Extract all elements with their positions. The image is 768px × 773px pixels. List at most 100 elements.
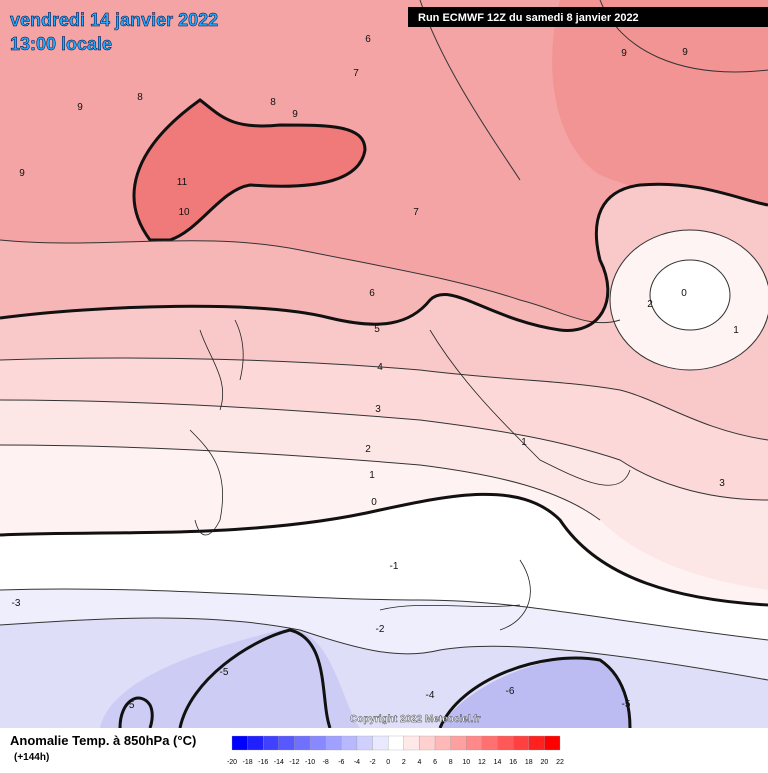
colorbar-swatch bbox=[419, 735, 436, 751]
colorbar-swatch bbox=[466, 735, 483, 751]
colorbar-swatch bbox=[388, 735, 404, 751]
band-m4-west bbox=[100, 629, 360, 728]
warm-area bbox=[0, 0, 768, 210]
copyright: Copyright 2022 Meteociel.fr bbox=[350, 714, 481, 725]
colorbar: -20 -18 -16 -14 -12 -10 -8 -6 -4 -2 0 2 4 6 8 10 12 14 16 1… bbox=[227, 735, 564, 766]
colorbar-tick-label: -8 bbox=[323, 759, 329, 766]
contour-label: -1 bbox=[390, 561, 399, 572]
legend-title: Anomalie Temp. à 850hPa (°C) bbox=[10, 733, 196, 748]
contour-label: 5 bbox=[374, 324, 380, 335]
contour-line bbox=[0, 399, 768, 501]
contour-line bbox=[0, 182, 768, 332]
colorbar-tick-label: -12 bbox=[289, 759, 299, 766]
colorbar-swatch bbox=[247, 735, 264, 751]
contour-label: 6 bbox=[365, 34, 371, 45]
colorbar-tick-label: 14 bbox=[494, 759, 502, 766]
contour-label: 1 bbox=[733, 325, 739, 336]
colorbar-swatch bbox=[403, 735, 420, 751]
contour-label: 7 bbox=[353, 68, 359, 79]
warm-core bbox=[132, 98, 367, 242]
colorbar-tick-label: 20 bbox=[540, 759, 548, 766]
coastline bbox=[189, 319, 631, 631]
colorbar-tick-label: 4 bbox=[417, 759, 421, 766]
contour-label: 8 bbox=[270, 97, 276, 108]
contour-label: 2 bbox=[647, 299, 653, 310]
colorbar-tick-label: 2 bbox=[402, 759, 406, 766]
contour-line bbox=[438, 656, 632, 729]
run-banner bbox=[408, 7, 768, 27]
colorbar-swatch bbox=[341, 735, 358, 751]
contour-label: -5 bbox=[220, 667, 229, 678]
colorbar-tick-label: -4 bbox=[354, 759, 360, 766]
colorbar-swatch bbox=[450, 735, 467, 751]
colorbar-swatch bbox=[372, 735, 389, 751]
contour-label: -5 bbox=[126, 700, 135, 711]
lead-time: (+144h) bbox=[14, 752, 49, 763]
contour-label: 4 bbox=[377, 362, 383, 373]
contour-label: 0 bbox=[681, 288, 687, 299]
colorbar-swatch bbox=[512, 735, 529, 751]
colorbar-tick-label: -20 bbox=[227, 759, 237, 766]
colorbar-swatch bbox=[309, 735, 326, 751]
contour-label: -5 bbox=[622, 699, 631, 710]
colorbar-tick-label: 0 bbox=[386, 759, 390, 766]
contour-label: 1 bbox=[369, 470, 375, 481]
contour-label: 9 bbox=[621, 48, 627, 59]
contour-label: 3 bbox=[719, 478, 725, 489]
contour-label: -6 bbox=[506, 686, 515, 697]
colorbar-swatch bbox=[356, 735, 373, 751]
colorbar-tick-label: -10 bbox=[305, 759, 315, 766]
colorbar-tick-label: 18 bbox=[525, 759, 533, 766]
contour-label: 8 bbox=[137, 92, 143, 103]
contour-label: -4 bbox=[426, 690, 435, 701]
contour-label: -2 bbox=[376, 624, 385, 635]
colorbar-swatch bbox=[434, 735, 451, 751]
contour-line bbox=[0, 357, 768, 441]
contour-line bbox=[178, 628, 332, 729]
date-label: vendredi 14 janvier 2022 bbox=[10, 10, 218, 30]
colorbar-swatch bbox=[325, 735, 342, 751]
colorbar-swatch bbox=[231, 735, 248, 751]
colorbar-swatch bbox=[544, 735, 561, 751]
contour-label: 1 bbox=[521, 437, 527, 448]
colorbar-tick-label: -16 bbox=[258, 759, 268, 766]
contour-line bbox=[0, 492, 768, 607]
contour-label: 2 bbox=[365, 444, 371, 455]
colorbar-swatch bbox=[294, 735, 311, 751]
contour-label: 9 bbox=[77, 102, 83, 113]
run-label: Run ECMWF 12Z du samedi 8 janvier 2022 bbox=[418, 12, 639, 24]
colorbar-swatch bbox=[528, 735, 545, 751]
colorbar-swatch bbox=[263, 735, 280, 751]
contour-label: 9 bbox=[682, 47, 688, 58]
contour-label: 9 bbox=[19, 168, 25, 179]
band-m5-east bbox=[440, 658, 630, 728]
contour-label: -3 bbox=[12, 598, 21, 609]
contour-line bbox=[0, 444, 601, 521]
contour-line bbox=[0, 588, 768, 641]
contour-label: 3 bbox=[375, 404, 381, 415]
contour-line bbox=[118, 696, 154, 729]
colorbar-tick-label: -6 bbox=[338, 759, 344, 766]
colorbar-tick-label: -14 bbox=[274, 759, 284, 766]
contour-label: 6 bbox=[369, 288, 375, 299]
colorbar-tick-label: 12 bbox=[478, 759, 486, 766]
contour-label: 7 bbox=[413, 207, 419, 218]
contour-line bbox=[0, 239, 621, 324]
time-label: 13:00 locale bbox=[10, 34, 112, 54]
colorbar-tick-label: 16 bbox=[509, 759, 517, 766]
contour-label: 10 bbox=[178, 207, 190, 218]
contour-line bbox=[609, 229, 768, 371]
contour-label: 11 bbox=[177, 177, 188, 188]
colorbar-tick-label: 10 bbox=[462, 759, 470, 766]
contour-label: 9 bbox=[292, 109, 298, 120]
colorbar-tick-label: -2 bbox=[369, 759, 375, 766]
colorbar-tick-label: 8 bbox=[449, 759, 453, 766]
contour-label: 0 bbox=[371, 497, 377, 508]
contour-line bbox=[649, 259, 731, 331]
colorbar-tick-label: -18 bbox=[243, 759, 253, 766]
colorbar-swatch bbox=[481, 735, 498, 751]
colorbar-swatch bbox=[497, 735, 514, 751]
low-anomaly-core bbox=[650, 260, 730, 330]
